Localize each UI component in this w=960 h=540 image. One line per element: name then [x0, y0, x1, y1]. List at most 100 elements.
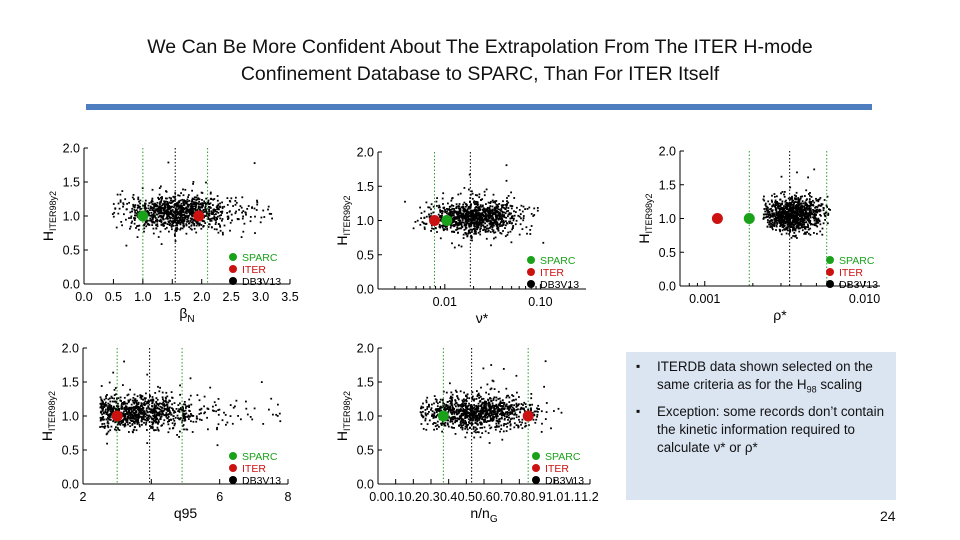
- data-point: [425, 399, 428, 402]
- data-point: [775, 202, 778, 204]
- data-point: [420, 413, 423, 416]
- data-point: [135, 401, 138, 404]
- data-point: [116, 405, 118, 407]
- data-point: [103, 412, 105, 415]
- data-point: [444, 421, 447, 424]
- data-point: [186, 205, 189, 207]
- data-point: [464, 415, 466, 418]
- data-point: [467, 210, 470, 213]
- data-point: [438, 206, 441, 209]
- data-point: [108, 404, 110, 407]
- data-point: [190, 209, 193, 212]
- data-point: [491, 205, 494, 208]
- data-point: [469, 417, 472, 420]
- data-point: [826, 195, 829, 198]
- data-point: [156, 219, 159, 221]
- data-point: [189, 209, 191, 212]
- data-point: [805, 226, 808, 228]
- data-point: [511, 205, 514, 207]
- data-point: [505, 220, 507, 223]
- data-point: [477, 212, 480, 214]
- data-point: [151, 427, 154, 430]
- data-point: [483, 426, 486, 429]
- data-point: [470, 419, 473, 421]
- data-point: [494, 236, 497, 239]
- data-point: [151, 411, 154, 414]
- data-point: [157, 236, 160, 238]
- data-point: [130, 414, 133, 416]
- data-point: [785, 202, 788, 204]
- data-point: [181, 419, 184, 422]
- data-point: [156, 209, 159, 211]
- data-point: [791, 224, 794, 226]
- data-point: [148, 202, 151, 204]
- data-point: [529, 233, 532, 235]
- data-point: [468, 422, 471, 425]
- data-point: [502, 222, 505, 225]
- data-point: [428, 216, 431, 219]
- data-point: [175, 408, 178, 410]
- data-point: [152, 414, 154, 417]
- data-point: [803, 216, 806, 218]
- data-point: [486, 208, 489, 211]
- data-point: [492, 224, 495, 227]
- data-point: [806, 231, 808, 233]
- x-tick-label: 1.0: [134, 290, 151, 304]
- data-point: [483, 421, 485, 423]
- data-point: [109, 429, 112, 432]
- data-point: [798, 211, 801, 214]
- data-point: [791, 197, 793, 200]
- data-point: [123, 396, 126, 399]
- data-point: [490, 224, 493, 227]
- data-point: [165, 213, 168, 215]
- data-point: [773, 213, 775, 216]
- data-point: [192, 198, 195, 200]
- data-point: [506, 197, 508, 199]
- data-point: [430, 212, 433, 215]
- data-point: [185, 201, 188, 204]
- data-point: [133, 208, 136, 211]
- data-point: [808, 193, 810, 195]
- data-point: [108, 418, 111, 421]
- data-point: [167, 420, 169, 423]
- data-point: [786, 229, 789, 232]
- data-point: [497, 406, 499, 409]
- data-point: [465, 426, 468, 429]
- data-point: [462, 418, 465, 421]
- data-point: [127, 423, 129, 426]
- data-point: [172, 415, 175, 418]
- data-point: [155, 407, 157, 410]
- data-point: [469, 407, 472, 409]
- data-point: [142, 417, 145, 419]
- data-point: [157, 216, 160, 219]
- data-point: [485, 210, 488, 212]
- data-point: [181, 210, 184, 213]
- data-point: [122, 423, 124, 426]
- data-point: [123, 423, 126, 426]
- data-point: [150, 426, 153, 428]
- data-point: [499, 232, 502, 234]
- y-axis-label: HITER98y2: [40, 391, 57, 441]
- data-point: [511, 406, 514, 409]
- data-point: [188, 211, 190, 213]
- data-point: [160, 210, 162, 213]
- data-point: [189, 377, 192, 380]
- data-point: [132, 429, 135, 431]
- data-point: [493, 212, 495, 214]
- data-point: [513, 422, 516, 425]
- data-point: [179, 223, 182, 226]
- data-point: [468, 408, 471, 411]
- data-point: [498, 397, 501, 400]
- data-point: [454, 211, 456, 214]
- data-point: [775, 229, 777, 231]
- data-point: [106, 421, 109, 424]
- data-point: [218, 214, 221, 217]
- data-point: [515, 424, 518, 426]
- data-point: [792, 218, 794, 221]
- data-point: [793, 227, 796, 229]
- data-point: [813, 223, 816, 226]
- data-point: [175, 224, 178, 227]
- data-point: [451, 230, 453, 233]
- data-point: [771, 219, 774, 222]
- data-point: [195, 415, 198, 418]
